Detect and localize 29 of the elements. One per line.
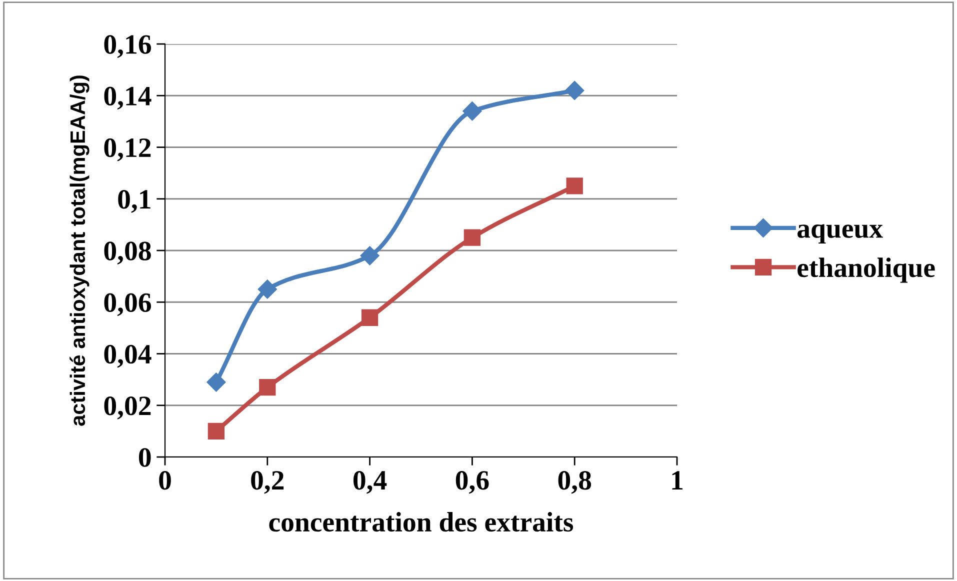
y-tick-label: 0,14 (104, 86, 152, 110)
x-axis-title: concentration des extraits (269, 512, 574, 532)
x-tick-label: 0,4 (354, 470, 387, 494)
x-tick-label: 0,8 (558, 470, 592, 494)
point (258, 280, 277, 299)
y-tick-label: 0,04 (104, 344, 152, 368)
y-tick-label: 0,1 (118, 190, 150, 213)
x-tick-label: 0,6 (456, 470, 489, 494)
legend-label: ethanolique (798, 258, 935, 283)
y-tick-label: 0,08 (104, 242, 151, 264)
point (206, 372, 226, 392)
y-tick-label: 0 (138, 448, 151, 467)
point (464, 229, 481, 246)
x-tick-label: 1 (672, 471, 683, 490)
y-tick-label: 0,16 (104, 35, 151, 58)
y-tick-label: 0,06 (104, 293, 151, 316)
legend-label: aqueux (798, 224, 883, 244)
y-axis-title: activité antioxydant total(mgEAA/g) (70, 76, 90, 426)
y-tick-label: 0,02 (104, 396, 151, 420)
point (360, 246, 380, 266)
point (462, 102, 482, 121)
point (259, 378, 276, 396)
x-tick-label: 0,2 (251, 470, 284, 494)
x-tick-label: 0 (159, 470, 171, 490)
point (566, 178, 583, 194)
y-tick-label: 0,12 (104, 138, 151, 162)
point (565, 80, 584, 100)
point (208, 422, 225, 440)
point (361, 309, 378, 326)
